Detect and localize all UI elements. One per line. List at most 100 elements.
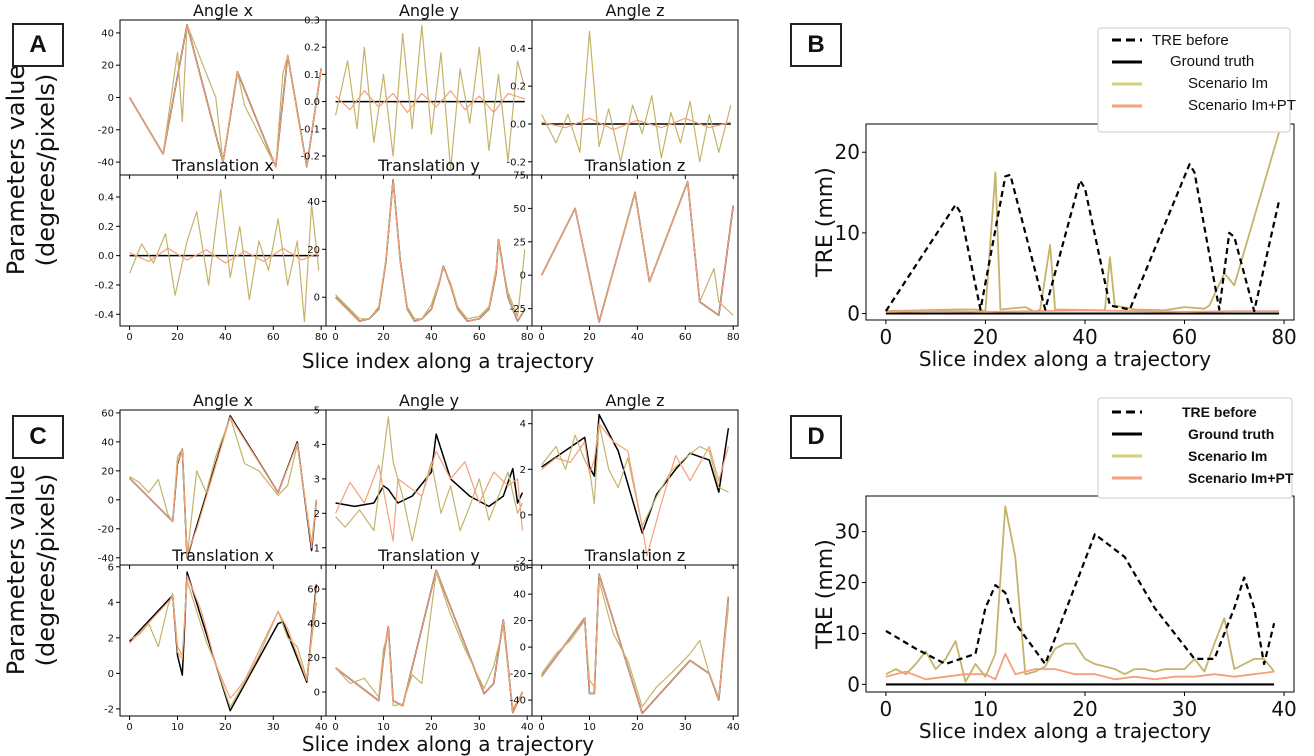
y-tick-label: -0.1	[300, 124, 320, 135]
y-tick-label: 0.0	[98, 251, 114, 262]
x-tick-label: 30	[1172, 697, 1197, 721]
series-line-scenario-im	[541, 423, 729, 527]
y-tick-label: -0.2	[506, 157, 526, 168]
left-ylabel-bottom-line2: (degrees/pixels)	[32, 474, 60, 667]
x-tick-label: 80	[521, 332, 534, 343]
x-tick-label: 0	[538, 722, 544, 733]
y-tick-label: 30	[835, 520, 860, 544]
x-tick-label: 0	[538, 332, 544, 343]
y-tick-label: -40	[98, 553, 114, 564]
y-tick-label: 0.0	[304, 97, 320, 108]
chart-c-angle-y: Angle y 1 2 3 4 5	[314, 391, 533, 569]
x-tick-label: 0	[126, 332, 132, 343]
y-tick-label: -20	[98, 524, 114, 535]
y-tick-label: 10	[835, 621, 860, 645]
y-tick-label: -25	[510, 304, 526, 315]
panel-label-d: D	[790, 415, 842, 459]
legend-d-tre-before-label: TRE before	[1182, 404, 1257, 420]
tre-xlabel: Slice index along a trajectory	[919, 347, 1211, 371]
y-tick-label: -20	[510, 669, 526, 680]
x-tick-label: 0	[880, 325, 893, 349]
y-tick-label: 50	[513, 204, 526, 215]
panel-label-a: A	[12, 23, 64, 67]
x-tick-label: 60	[679, 332, 692, 343]
series-line-scenario-im	[129, 416, 317, 559]
x-tick-label: 40	[631, 332, 644, 343]
legend-d-im-label: Scenario Im	[1188, 448, 1267, 464]
x-tick-label: 20	[1072, 697, 1097, 721]
series-line-scenario-im-pt	[885, 309, 1280, 313]
tre-xlabel: Slice index along a trajectory	[919, 719, 1211, 743]
y-tick-label: 0	[520, 271, 526, 282]
panel-label-b: B	[790, 23, 842, 67]
y-tick-label: 60	[307, 585, 320, 596]
subplot-title: Angle z	[605, 1, 664, 20]
series-line-scenario-im	[129, 189, 320, 323]
y-tick-label: 40	[307, 619, 320, 630]
legend-b-frame	[1097, 27, 1291, 133]
x-tick-label: 40	[1271, 697, 1296, 721]
y-tick-label: 2	[108, 633, 114, 644]
legend-b-tre-before-label: TRE before	[1152, 32, 1229, 49]
chart-a-angle-x: Angle x -40 -20 0 20 40	[98, 1, 327, 179]
plot-frame	[531, 19, 739, 176]
legend-d-impt-label: Scenario Im+PT	[1188, 470, 1294, 486]
x-tick-label: 0	[332, 722, 338, 733]
subplot-title: Translation y	[377, 156, 480, 175]
y-tick-label: 0.0	[510, 119, 526, 130]
y-tick-label: 0.4	[510, 44, 526, 55]
xlabel-panel-a: Slice index along a trajectory	[302, 349, 594, 373]
xlabel-panel-c: Slice index along a trajectory	[302, 732, 594, 756]
series-line-scenario-im-pt	[335, 569, 523, 714]
series-line-scenario-im-pt	[129, 247, 320, 264]
x-tick-label: 10	[377, 722, 390, 733]
y-tick-label: 0	[314, 687, 320, 698]
series-line-scenario-im-pt	[335, 90, 525, 114]
y-tick-label: 0	[520, 510, 526, 521]
subplot-title: Translation x	[171, 546, 274, 565]
y-tick-label: 40	[513, 590, 526, 601]
x-tick-label: 20	[219, 722, 232, 733]
x-tick-label: 20	[171, 332, 184, 343]
y-tick-label: 4	[108, 598, 114, 609]
y-tick-label: 3	[314, 474, 320, 485]
chart-a-angle-z: Angle z -0.2 0.0 0.2 0.4	[506, 1, 739, 179]
y-tick-label: 0.4	[98, 192, 114, 203]
left-ylabel-top-line2: (degrees/pixels)	[32, 74, 60, 267]
series-line-scenario-im-pt	[129, 416, 317, 556]
x-tick-label: 80	[1271, 325, 1296, 349]
series-line-scenario-im-pt	[541, 573, 729, 715]
subplot-title: Angle y	[399, 391, 459, 410]
x-tick-label: 40	[521, 722, 534, 733]
plot-frame	[865, 123, 1295, 321]
y-tick-label: 20	[835, 140, 860, 164]
y-tick-label: 10	[835, 221, 860, 245]
series-line-scenario-im-pt	[885, 652, 1275, 681]
series-line-scenario-im-pt	[541, 423, 729, 557]
x-tick-label: 60	[473, 332, 486, 343]
y-tick-label: 0	[847, 302, 860, 326]
x-tick-label: 20	[973, 325, 998, 349]
x-tick-label: 30	[267, 722, 280, 733]
series-line-scenario-im	[335, 571, 523, 710]
y-tick-label: 75	[513, 171, 526, 182]
chart-b-tre: TRE (mm) Slice index along a trajectory 0 1…	[813, 123, 1297, 371]
subplot-title: Angle x	[193, 1, 253, 20]
y-tick-label: -40	[510, 696, 526, 707]
y-tick-label: 0	[520, 643, 526, 654]
y-tick-label: 40	[307, 197, 320, 208]
series-line-scenario-im	[335, 416, 523, 542]
series-line-scenario-im	[885, 505, 1275, 683]
y-tick-label: 20	[307, 653, 320, 664]
series-line-scenario-im-pt	[129, 575, 317, 699]
y-tick-label: 0.2	[98, 222, 114, 233]
y-tick-label: 0	[108, 93, 114, 104]
x-tick-label: 80	[315, 332, 328, 343]
y-tick-label: 40	[101, 437, 114, 448]
series-line-ground-truth	[335, 569, 524, 714]
series-line-tre-before	[884, 163, 1281, 313]
x-tick-label: 20	[583, 332, 596, 343]
y-tick-label: 5	[314, 406, 320, 417]
x-tick-label: 30	[473, 722, 486, 733]
